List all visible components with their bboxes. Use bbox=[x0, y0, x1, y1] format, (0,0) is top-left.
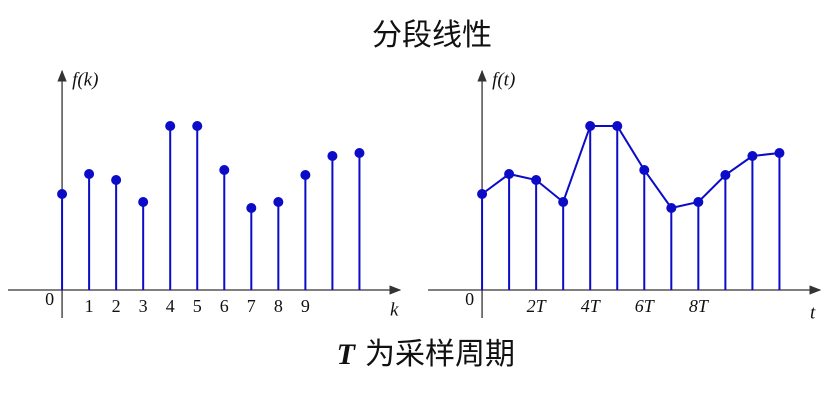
line bbox=[481, 125, 780, 210]
x-tick-label: 2T bbox=[527, 296, 548, 316]
point bbox=[138, 197, 149, 207]
x-tick-label: 0 bbox=[45, 289, 54, 309]
point bbox=[774, 148, 785, 158]
title: 分段线性 bbox=[372, 19, 492, 52]
point bbox=[504, 169, 515, 179]
point bbox=[246, 203, 257, 213]
point bbox=[747, 151, 758, 161]
point bbox=[84, 169, 95, 179]
x-tick-label: 2 bbox=[112, 296, 121, 316]
x-tick-label: 8 bbox=[274, 296, 283, 316]
point bbox=[531, 175, 542, 185]
x-tick-label: 4 bbox=[166, 296, 175, 316]
point bbox=[327, 151, 338, 161]
point bbox=[585, 121, 596, 131]
x-tick-label: 6 bbox=[220, 296, 229, 316]
point bbox=[477, 189, 488, 199]
caption: 为采样周期 bbox=[365, 338, 515, 371]
x-tick-label: 4T bbox=[581, 296, 602, 316]
point bbox=[693, 197, 704, 207]
point bbox=[354, 148, 365, 158]
x-tick-label: 6T bbox=[635, 296, 656, 316]
point bbox=[57, 189, 68, 199]
y-axis-label: f(t) bbox=[492, 69, 515, 90]
x-tick-label: 8T bbox=[689, 296, 710, 316]
point bbox=[111, 175, 122, 185]
point bbox=[612, 121, 623, 131]
point bbox=[219, 165, 230, 175]
x-tick-label: 5 bbox=[193, 296, 202, 316]
point bbox=[639, 165, 650, 175]
point bbox=[558, 197, 569, 207]
point bbox=[192, 121, 203, 131]
point bbox=[666, 203, 677, 213]
x-tick-label: 0 bbox=[465, 289, 474, 309]
x-axis-label: k bbox=[390, 299, 399, 320]
x-tick-label: 3 bbox=[139, 296, 148, 316]
x-tick-label: 1 bbox=[85, 296, 94, 316]
point bbox=[300, 170, 311, 180]
x-axis-label: t bbox=[810, 302, 816, 323]
caption-symbol: T bbox=[337, 338, 357, 371]
point bbox=[273, 197, 284, 207]
point bbox=[720, 170, 731, 180]
x-tick-label: 7 bbox=[247, 296, 256, 316]
y-axis-label: f(k) bbox=[72, 69, 98, 90]
point bbox=[165, 121, 176, 131]
x-tick-label: 9 bbox=[301, 296, 310, 316]
